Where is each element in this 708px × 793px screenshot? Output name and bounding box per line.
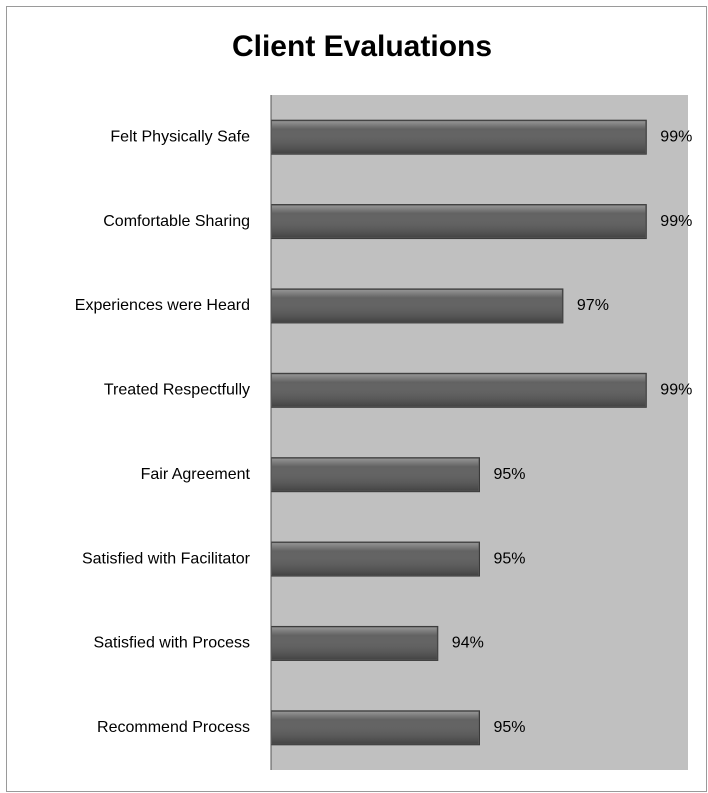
bar-shine (272, 627, 437, 660)
plot-area (271, 95, 688, 770)
y-tick-label: Recommend Process (97, 719, 250, 736)
bar-shine (272, 121, 646, 154)
data-label: 99% (660, 382, 692, 399)
bar-shine (272, 289, 562, 322)
bar-shine (272, 711, 479, 744)
data-label: 95% (494, 550, 526, 567)
y-tick-label: Comfortable Sharing (103, 213, 250, 230)
bar-shine (272, 374, 646, 407)
bar-shine (272, 458, 479, 491)
y-tick-label: Satisfied with Process (93, 635, 250, 652)
y-tick-label: Fair Agreement (141, 466, 251, 483)
y-tick-label: Treated Respectfully (104, 382, 250, 399)
bar-shine (272, 543, 479, 576)
y-tick-label: Satisfied with Facilitator (82, 550, 251, 567)
data-label: 99% (660, 128, 692, 145)
y-tick-label: Experiences were Heard (75, 297, 250, 314)
data-label: 95% (494, 466, 526, 483)
y-tick-label: Felt Physically Safe (110, 128, 250, 145)
bar-shine (272, 205, 646, 238)
data-label: 94% (452, 635, 484, 652)
data-label: 97% (577, 297, 609, 314)
data-label: 99% (660, 213, 692, 230)
data-label: 95% (494, 719, 526, 736)
chart-title: Client Evaluations (232, 30, 492, 63)
